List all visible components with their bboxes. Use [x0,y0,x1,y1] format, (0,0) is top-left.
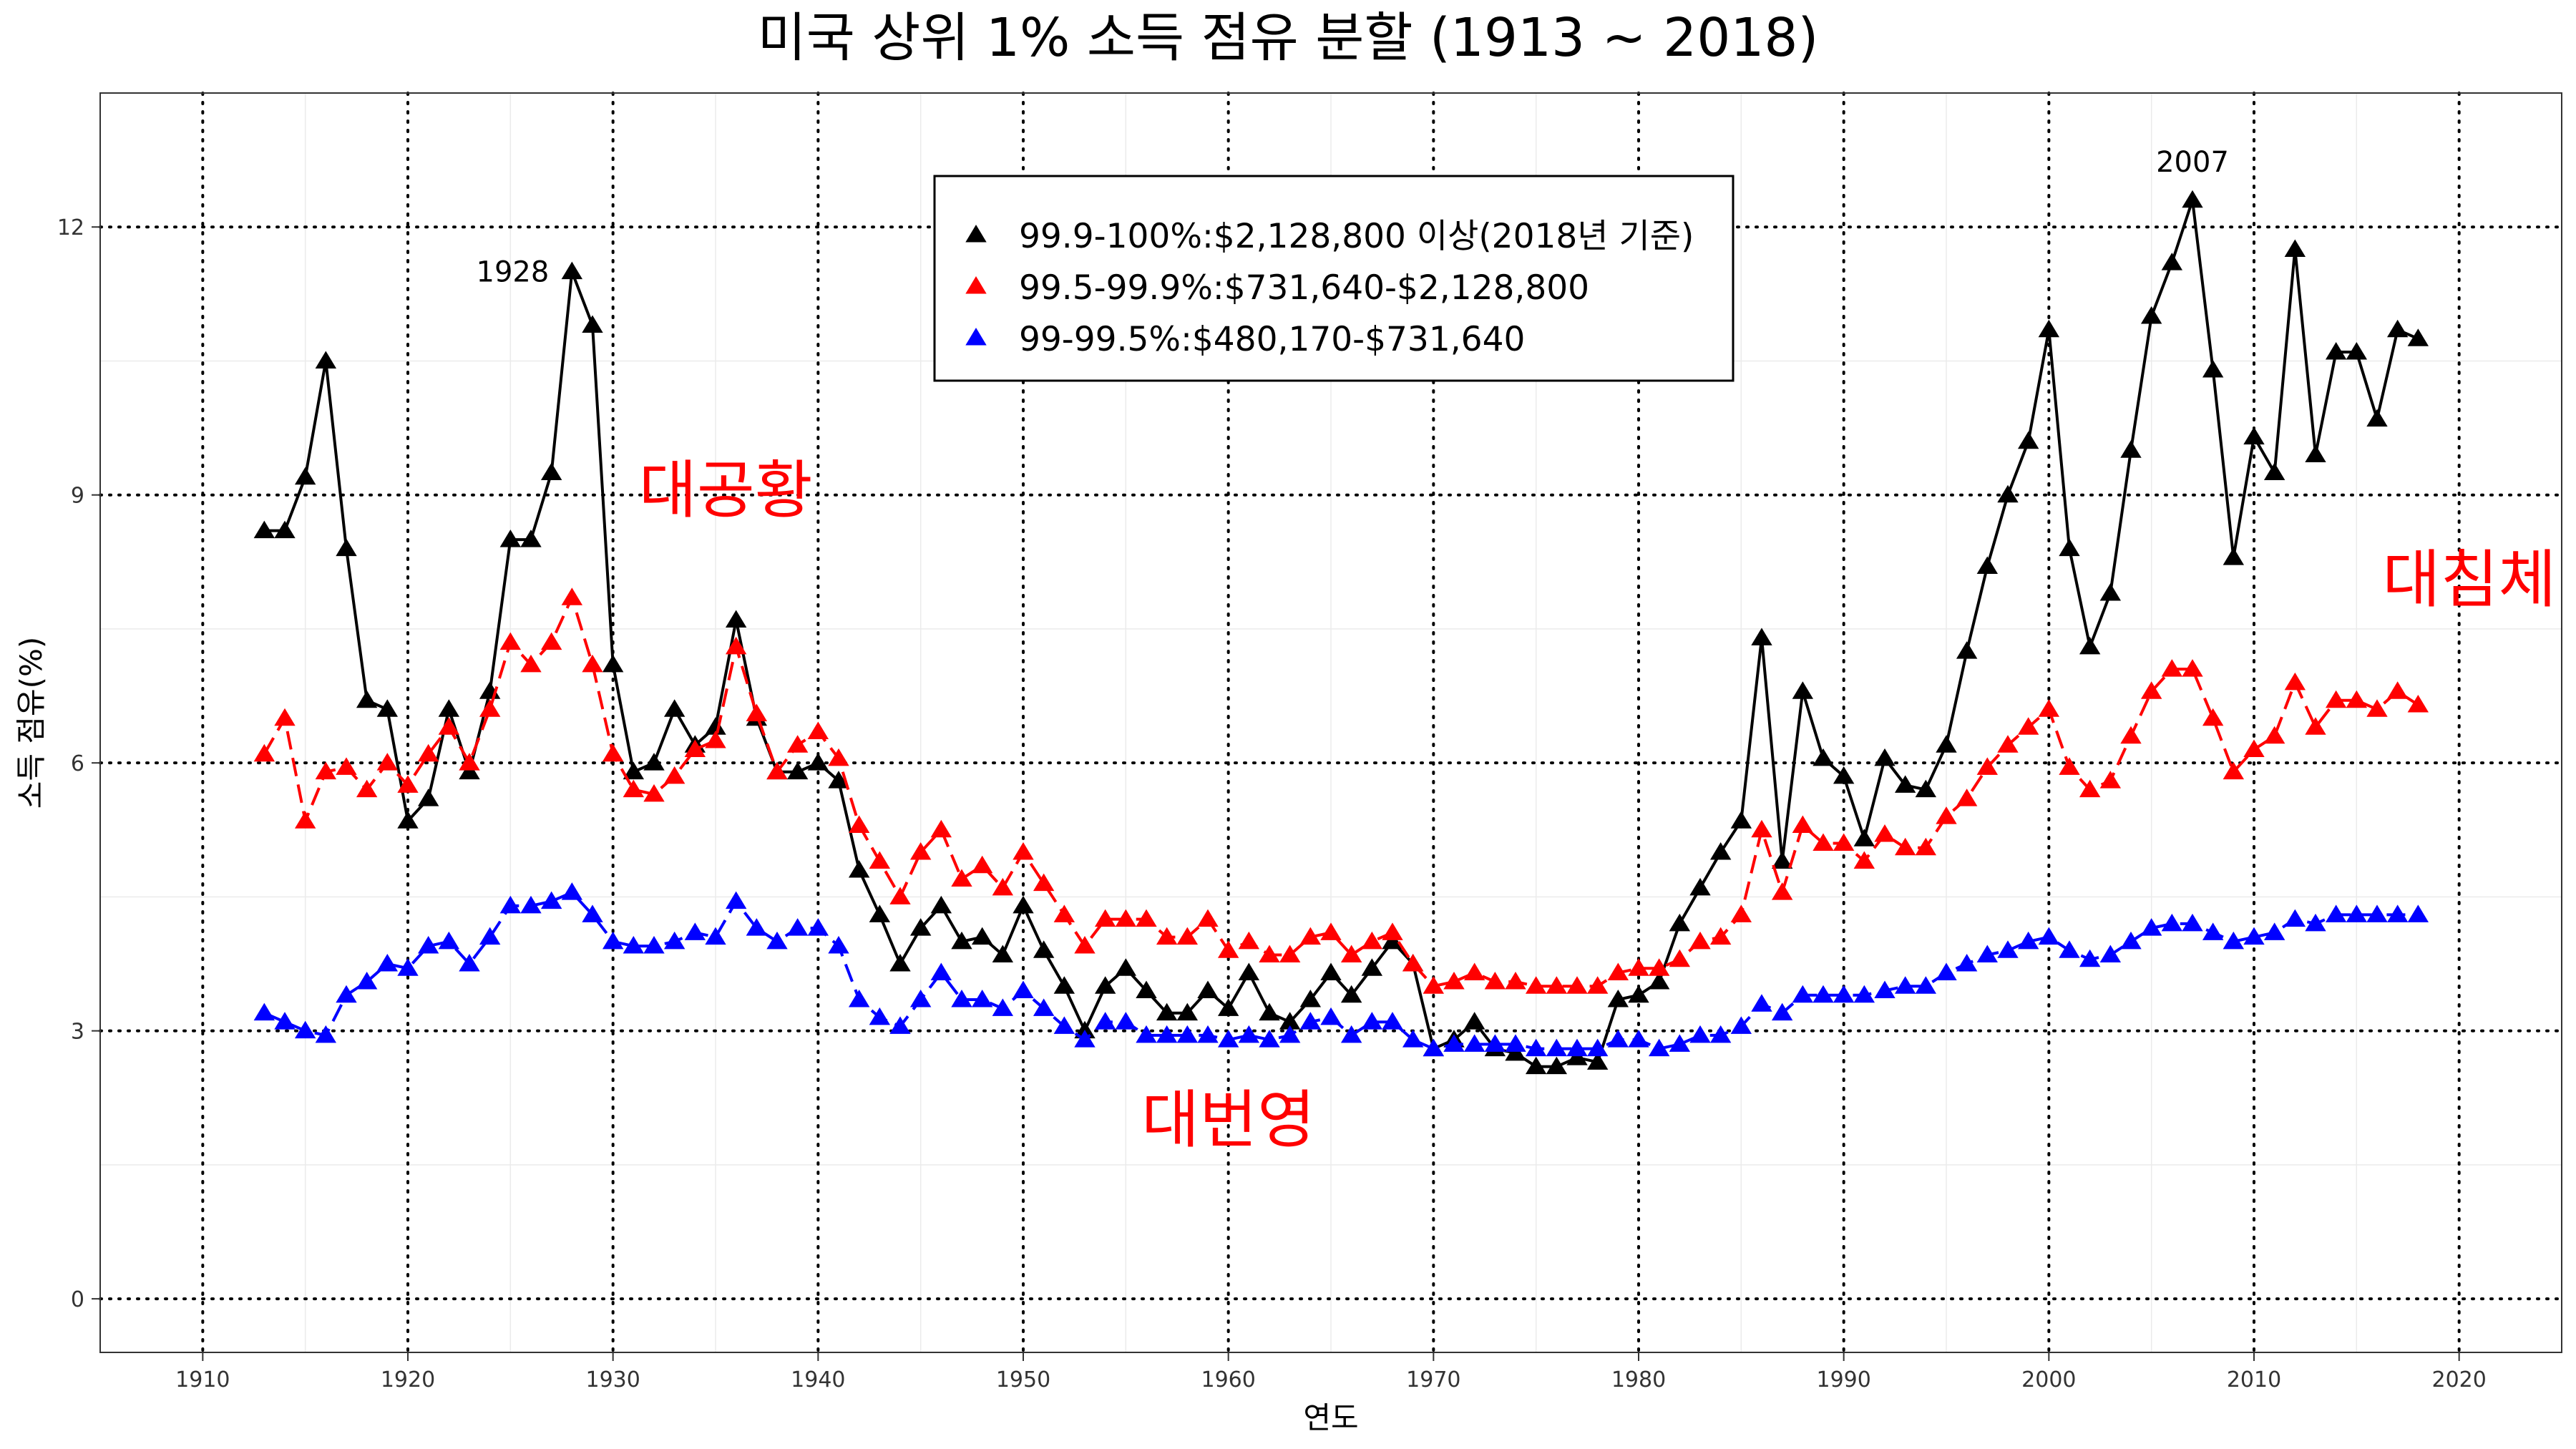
y-axis-label: 소득 점유(%) [14,637,49,809]
x-tick-label: 1930 [585,1367,640,1392]
x-axis-ticks: 1910 1920 1930 1940 1950 1960 1970 1980 1990 2000… [175,1352,2487,1392]
x-tick-label: 2000 [2021,1367,2076,1392]
x-tick-label: 1980 [1611,1367,1666,1392]
chart-title: 미국 상위 1% 소득 점유 분할 (1913 ~ 2018) [758,7,1819,69]
x-tick-label: 2010 [2227,1367,2281,1392]
x-tick-label: 1960 [1201,1367,1255,1392]
era-annotation: 대공황 [639,454,813,527]
x-tick-label: 2020 [2431,1367,2486,1392]
point-annotation: 2007 [2156,146,2229,179]
y-axis-ticks: 0 3 6 9 12 [57,215,100,1312]
y-tick-label: 6 [71,751,84,776]
x-axis-label: 연도 [1303,1400,1358,1435]
point-annotation: 1928 [477,256,550,289]
y-tick-label: 12 [57,215,84,240]
x-tick-label: 1910 [175,1367,230,1392]
x-tick-label: 1940 [791,1367,845,1392]
legend-label: 99.5-99.9%:$731,640-$2,128,800 [1019,268,1589,308]
x-tick-label: 1990 [1816,1367,1870,1392]
x-tick-label: 1970 [1406,1367,1460,1392]
y-tick-label: 0 [71,1287,84,1312]
era-annotation: 대침체 [2383,542,2557,616]
legend-label: 99.9-100%:$2,128,800 이상(2018년 기준) [1019,217,1694,256]
y-tick-label: 3 [71,1020,84,1045]
y-tick-label: 9 [71,484,84,509]
x-tick-label: 1950 [996,1367,1050,1392]
era-annotation: 대번영 [1141,1083,1315,1157]
legend: 99.9-100%:$2,128,800 이상(2018년 기준) 99.5-99… [935,176,1733,381]
x-tick-label: 1920 [381,1367,435,1392]
legend-label: 99-99.5%:$480,170-$731,640 [1019,320,1525,359]
